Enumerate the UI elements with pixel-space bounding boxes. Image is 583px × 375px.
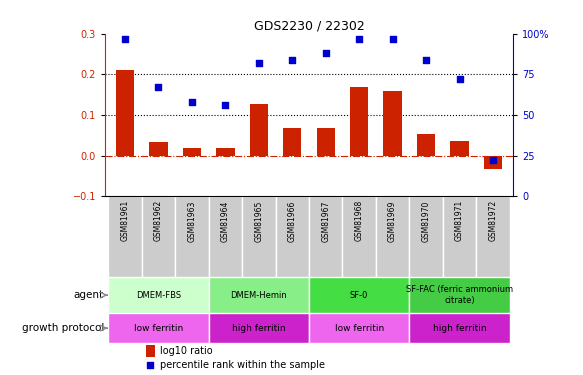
Point	[388, 36, 397, 42]
Text: GSM81967: GSM81967	[321, 200, 330, 242]
Bar	[309, 313, 409, 344]
Point	[120, 36, 129, 42]
Bar	[209, 278, 309, 313]
Text: GSM81964: GSM81964	[221, 200, 230, 242]
Point	[146, 362, 155, 368]
Text: GSM81968: GSM81968	[354, 200, 364, 242]
Text: GSM81972: GSM81972	[489, 200, 497, 242]
Bar	[242, 196, 276, 278]
Text: GSM81966: GSM81966	[288, 200, 297, 242]
Bar	[116, 70, 134, 156]
Bar	[209, 196, 242, 278]
Bar	[108, 313, 209, 344]
Text: GSM81965: GSM81965	[254, 200, 264, 242]
Text: high ferritin: high ferritin	[433, 324, 486, 333]
Text: GSM81971: GSM81971	[455, 200, 464, 242]
Bar	[317, 128, 335, 156]
Bar	[283, 128, 301, 156]
Text: low ferritin: low ferritin	[335, 324, 384, 333]
Text: DMEM-FBS: DMEM-FBS	[136, 291, 181, 300]
Text: GSM81963: GSM81963	[187, 200, 196, 242]
Text: agent: agent	[74, 290, 104, 300]
Bar	[108, 278, 209, 313]
Point	[455, 76, 464, 82]
Text: growth protocol: growth protocol	[22, 323, 104, 333]
Bar	[216, 148, 234, 156]
Bar	[146, 345, 154, 357]
Bar	[142, 196, 175, 278]
Bar	[409, 313, 510, 344]
Bar	[476, 196, 510, 278]
Text: GSM81961: GSM81961	[121, 200, 129, 242]
Bar	[443, 196, 476, 278]
Point	[187, 99, 196, 105]
Bar	[484, 156, 502, 169]
Point	[422, 57, 431, 63]
Text: low ferritin: low ferritin	[134, 324, 183, 333]
Bar	[409, 196, 443, 278]
Text: SF-FAC (ferric ammonium
citrate): SF-FAC (ferric ammonium citrate)	[406, 285, 513, 305]
Point	[254, 60, 264, 66]
Point	[154, 84, 163, 90]
Bar	[182, 148, 201, 156]
Bar	[276, 196, 309, 278]
Bar	[409, 278, 510, 313]
Bar	[250, 104, 268, 156]
Bar	[384, 92, 402, 156]
Text: DMEM-Hemin: DMEM-Hemin	[230, 291, 287, 300]
Title: GDS2230 / 22302: GDS2230 / 22302	[254, 20, 364, 33]
Bar	[149, 142, 168, 156]
Bar	[175, 196, 209, 278]
Text: GSM81962: GSM81962	[154, 200, 163, 242]
Bar	[309, 196, 342, 278]
Bar	[342, 196, 376, 278]
Text: SF-0: SF-0	[350, 291, 368, 300]
Bar	[309, 278, 409, 313]
Point	[489, 158, 498, 164]
Bar	[450, 141, 469, 156]
Text: high ferritin: high ferritin	[232, 324, 286, 333]
Bar	[417, 135, 436, 156]
Bar	[376, 196, 409, 278]
Point	[221, 102, 230, 108]
Point	[287, 57, 297, 63]
Text: percentile rank within the sample: percentile rank within the sample	[160, 360, 325, 370]
Point	[321, 50, 331, 56]
Text: log10 ratio: log10 ratio	[160, 346, 213, 356]
Bar	[209, 313, 309, 344]
Text: GSM81969: GSM81969	[388, 200, 397, 242]
Point	[354, 36, 364, 42]
Bar	[108, 196, 142, 278]
Bar	[350, 87, 368, 156]
Text: GSM81970: GSM81970	[422, 200, 431, 242]
